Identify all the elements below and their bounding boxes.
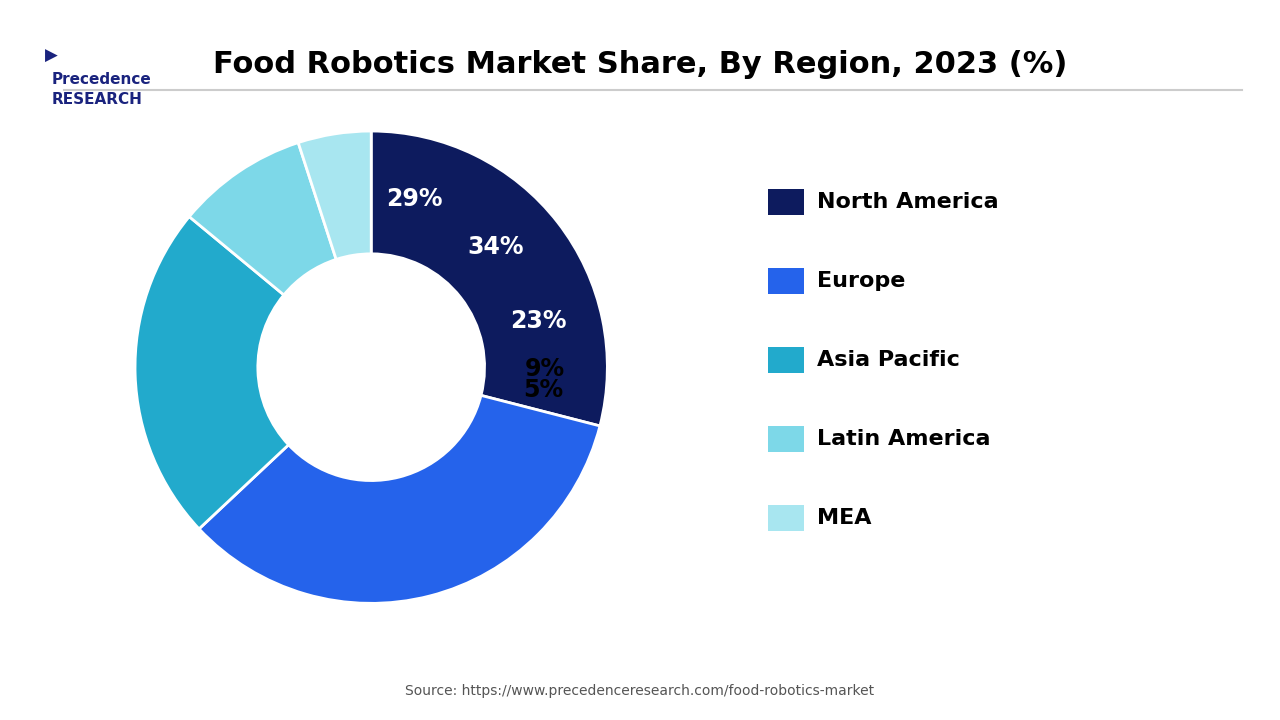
Text: 5%: 5% [524,378,563,402]
Text: Source: https://www.precedenceresearch.com/food-robotics-market: Source: https://www.precedenceresearch.c… [406,684,874,698]
Wedge shape [136,217,288,529]
Text: 9%: 9% [525,356,564,381]
Text: North America: North America [817,192,998,212]
Text: Asia Pacific: Asia Pacific [817,350,960,370]
Text: MEA: MEA [817,508,872,528]
Wedge shape [371,131,607,426]
Text: ▶: ▶ [45,47,58,65]
Wedge shape [189,143,337,295]
Text: Food Robotics Market Share, By Region, 2023 (%): Food Robotics Market Share, By Region, 2… [212,50,1068,79]
Text: 34%: 34% [467,235,525,258]
Text: 23%: 23% [511,309,567,333]
Wedge shape [200,395,600,603]
Text: Europe: Europe [817,271,905,291]
Wedge shape [298,131,371,259]
Text: 29%: 29% [387,187,443,211]
Text: Precedence
RESEARCH: Precedence RESEARCH [51,72,151,107]
Text: Latin America: Latin America [817,429,991,449]
